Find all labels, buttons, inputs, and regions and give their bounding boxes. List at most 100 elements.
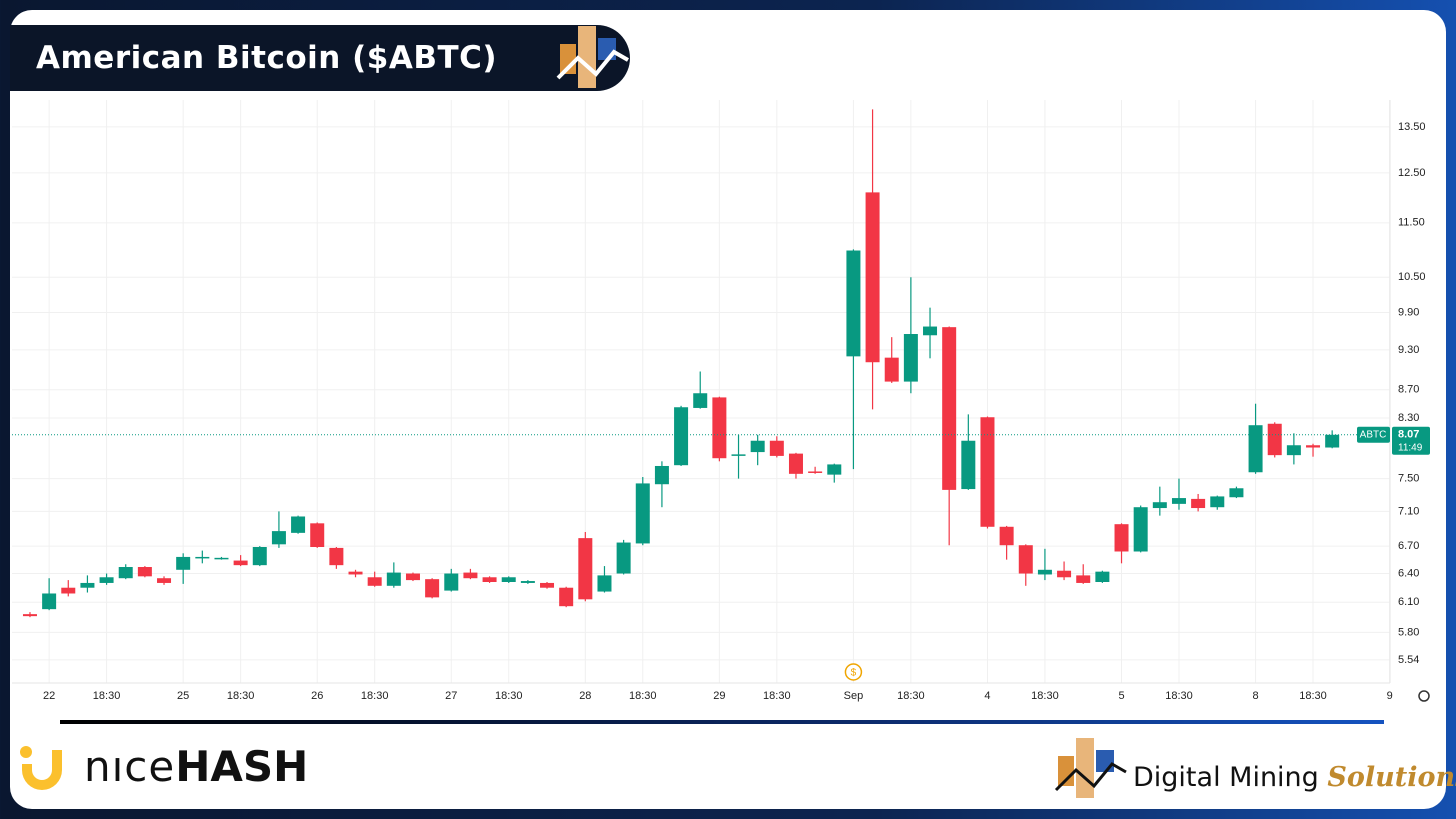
divider: [60, 720, 1384, 724]
x-tick-label: 18:30: [1031, 690, 1059, 702]
y-tick-label: 7.10: [1398, 505, 1419, 517]
brand-icon: [556, 26, 629, 88]
event-marker-label: $: [851, 668, 857, 679]
y-tick-label: 5.54: [1398, 654, 1419, 666]
candle-body: [923, 326, 938, 336]
candle-body: [1133, 507, 1148, 552]
candle-body: [961, 440, 976, 490]
candle-body: [1267, 423, 1282, 456]
candle-body: [769, 440, 784, 456]
candle-body: [425, 579, 440, 598]
icon-bar: [578, 26, 596, 88]
candle-body: [540, 582, 555, 588]
x-tick-label: 18:30: [361, 690, 389, 702]
nicehash-icon: [20, 746, 62, 790]
candle-body: [348, 571, 363, 575]
y-tick-label: 7.50: [1398, 473, 1419, 485]
title-banner: [10, 25, 630, 91]
chart-title: American Bitcoin ($ABTC): [36, 40, 498, 76]
candle-body: [482, 577, 497, 582]
x-tick-label: 29: [713, 690, 725, 702]
candle-body: [693, 393, 708, 408]
x-tick-label: 18:30: [897, 690, 925, 702]
candle-body: [252, 547, 267, 566]
candle-body: [827, 464, 842, 475]
x-tick-label: 18:30: [763, 690, 791, 702]
icon-bar: [1096, 750, 1114, 772]
candle-body: [846, 250, 861, 357]
candle-body: [291, 516, 306, 533]
y-tick-label: 9.30: [1398, 344, 1419, 356]
x-tick-label: 18:30: [227, 690, 255, 702]
candle-body: [559, 587, 574, 607]
candle-body: [1286, 445, 1301, 456]
candle-body: [980, 417, 995, 527]
candle-body: [444, 573, 459, 591]
candle-body: [674, 407, 689, 466]
y-tick-label: 12.50: [1398, 167, 1426, 179]
dms-logo: Digital Mining Solutions: [1133, 762, 1456, 793]
candle-body: [80, 582, 95, 588]
price-tag: [1392, 426, 1430, 455]
event-marker: [844, 663, 863, 681]
candle-body: [386, 572, 401, 586]
candle-body: [654, 465, 669, 485]
candle-body: [367, 577, 382, 586]
candle-body: [157, 578, 172, 583]
candle-body: [1306, 445, 1321, 448]
y-tick-label: 6.10: [1398, 596, 1419, 608]
candle-body: [1037, 569, 1052, 575]
candle-body: [118, 567, 133, 579]
settings-icon: [1418, 690, 1430, 702]
y-tick-label: 6.70: [1398, 540, 1419, 552]
candle-body: [1171, 498, 1186, 504]
x-tick-label: 18:30: [1165, 690, 1193, 702]
candle-body: [1191, 498, 1206, 509]
candle-body: [1018, 545, 1033, 574]
y-tick-label: 10.50: [1398, 271, 1426, 283]
candle-body: [1210, 496, 1225, 508]
candle-body: [22, 614, 37, 617]
icon-bar: [1058, 756, 1074, 786]
candle-body: [1229, 488, 1244, 498]
x-tick-label: 26: [311, 690, 323, 702]
candle-body: [578, 538, 593, 600]
x-tick-label: 4: [984, 690, 990, 702]
countdown-label: 11:49: [1398, 442, 1423, 453]
candle-body: [520, 581, 535, 583]
icon-arrow: [1054, 762, 1127, 792]
icon-bar: [1076, 738, 1094, 798]
logo-text: Solutions: [1327, 762, 1456, 793]
x-tick-label: 18:30: [629, 690, 657, 702]
candle-body: [788, 453, 803, 474]
candle-body: [635, 483, 650, 544]
y-tick-label: 6.40: [1398, 567, 1419, 579]
candle-body: [99, 577, 114, 583]
candle-body: [1248, 425, 1263, 473]
candle-body: [1325, 434, 1340, 448]
candle-body: [884, 357, 899, 382]
logo-text: Digital Mining: [1133, 762, 1319, 793]
icon-dot: [20, 746, 32, 758]
icon-shape: [22, 750, 62, 790]
x-tick-label: 28: [579, 690, 591, 702]
candle-body: [42, 593, 57, 610]
candle-body: [463, 572, 478, 579]
candle-body: [1057, 570, 1072, 578]
nicehash-logo: nıceHASH: [84, 742, 308, 791]
candle-body: [865, 192, 880, 363]
logo-text: nıce: [84, 742, 176, 791]
candle-body: [712, 397, 727, 459]
candle-body: [501, 577, 516, 582]
candle-body: [329, 547, 344, 566]
x-tick-label: 18:30: [495, 690, 523, 702]
logo-text: HASH: [175, 742, 309, 791]
icon-bar: [598, 38, 616, 60]
candle-body: [137, 567, 152, 577]
x-tick-label: 5: [1118, 690, 1124, 702]
x-tick-label: Sep: [844, 690, 864, 702]
y-tick-label: 11.50: [1398, 217, 1425, 229]
candle-body: [233, 560, 248, 566]
